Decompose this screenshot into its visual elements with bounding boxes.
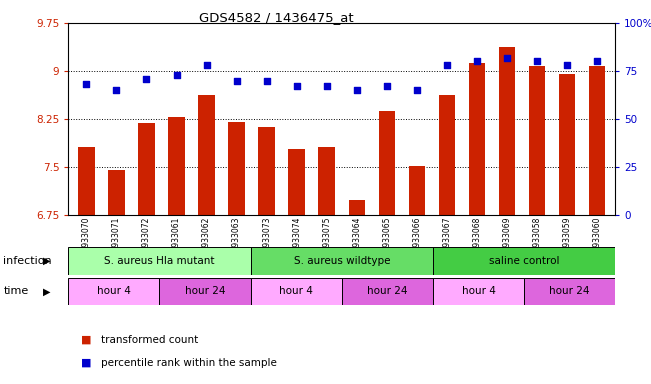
Bar <box>229 122 245 215</box>
Bar <box>529 66 546 215</box>
Bar <box>469 63 485 215</box>
Text: hour 24: hour 24 <box>367 286 408 296</box>
Text: infection: infection <box>3 256 52 266</box>
Bar <box>108 170 125 215</box>
Point <box>141 76 152 82</box>
Bar <box>559 74 575 215</box>
Bar <box>439 95 455 215</box>
Text: hour 24: hour 24 <box>185 286 225 296</box>
Bar <box>258 127 275 215</box>
Bar <box>318 147 335 215</box>
Text: percentile rank within the sample: percentile rank within the sample <box>101 358 277 368</box>
Bar <box>342 278 433 305</box>
Point <box>231 78 242 84</box>
Text: ■: ■ <box>81 335 92 345</box>
Point <box>411 87 422 93</box>
Bar <box>409 166 425 215</box>
Bar <box>68 247 251 275</box>
Text: hour 4: hour 4 <box>97 286 131 296</box>
Text: saline control: saline control <box>489 256 559 266</box>
Bar <box>159 278 251 305</box>
Point <box>502 55 512 61</box>
Text: transformed count: transformed count <box>101 335 198 345</box>
Bar <box>138 123 155 215</box>
Text: ■: ■ <box>81 358 92 368</box>
Bar <box>78 147 94 215</box>
Text: S. aureus Hla mutant: S. aureus Hla mutant <box>104 256 215 266</box>
Bar <box>288 149 305 215</box>
Text: ▶: ▶ <box>43 286 51 296</box>
Bar <box>379 111 395 215</box>
Bar <box>433 278 524 305</box>
Point <box>472 58 482 65</box>
Bar <box>433 247 615 275</box>
Text: time: time <box>3 286 29 296</box>
Point <box>171 72 182 78</box>
Point <box>442 62 452 68</box>
Point <box>592 58 602 65</box>
Bar <box>348 200 365 215</box>
Bar <box>251 247 433 275</box>
Text: hour 4: hour 4 <box>462 286 495 296</box>
Point <box>322 83 332 89</box>
Point <box>532 58 542 65</box>
Point <box>201 62 212 68</box>
Text: S. aureus wildtype: S. aureus wildtype <box>294 256 390 266</box>
Text: hour 4: hour 4 <box>279 286 313 296</box>
Bar <box>199 95 215 215</box>
Text: ▶: ▶ <box>43 256 51 266</box>
Bar <box>499 47 516 215</box>
Point <box>292 83 302 89</box>
Point <box>381 83 392 89</box>
Point <box>562 62 572 68</box>
Bar <box>168 117 185 215</box>
Point <box>352 87 362 93</box>
Bar <box>251 278 342 305</box>
Text: GDS4582 / 1436475_at: GDS4582 / 1436475_at <box>199 12 353 25</box>
Point <box>111 87 122 93</box>
Bar <box>524 278 615 305</box>
Point <box>81 81 92 88</box>
Bar <box>68 278 159 305</box>
Bar <box>589 66 605 215</box>
Text: hour 24: hour 24 <box>549 286 590 296</box>
Point <box>262 78 272 84</box>
